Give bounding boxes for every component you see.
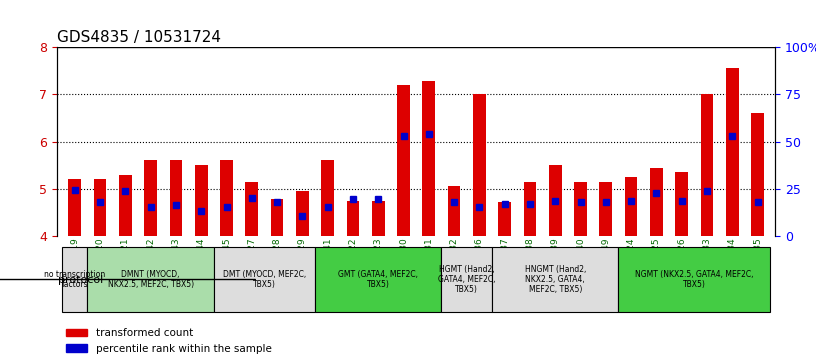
Bar bbox=[144, 160, 157, 236]
Bar bbox=[322, 160, 334, 236]
FancyBboxPatch shape bbox=[214, 247, 315, 312]
Bar bbox=[397, 85, 410, 236]
FancyBboxPatch shape bbox=[441, 247, 492, 312]
Bar bbox=[524, 182, 536, 236]
Bar bbox=[574, 182, 587, 236]
Bar bbox=[600, 182, 612, 236]
Bar bbox=[549, 165, 561, 236]
Bar bbox=[650, 167, 663, 236]
Bar bbox=[296, 191, 308, 236]
Bar bbox=[246, 182, 258, 236]
Bar bbox=[170, 160, 182, 236]
Bar bbox=[271, 199, 283, 236]
Bar bbox=[448, 187, 460, 236]
Text: HNGMT (Hand2,
NKX2.5, GATA4,
MEF2C, TBX5): HNGMT (Hand2, NKX2.5, GATA4, MEF2C, TBX5… bbox=[525, 265, 586, 294]
Bar bbox=[347, 200, 359, 236]
Text: DMNT (MYOCD,
NKX2.5, MEF2C, TBX5): DMNT (MYOCD, NKX2.5, MEF2C, TBX5) bbox=[108, 270, 193, 289]
Text: protocol: protocol bbox=[58, 274, 103, 285]
Bar bbox=[752, 113, 764, 236]
Text: NGMT (NKX2.5, GATA4, MEF2C,
TBX5): NGMT (NKX2.5, GATA4, MEF2C, TBX5) bbox=[635, 270, 753, 289]
FancyBboxPatch shape bbox=[619, 247, 770, 312]
Bar bbox=[119, 175, 131, 236]
Bar bbox=[372, 200, 384, 236]
Bar bbox=[676, 172, 688, 236]
Legend: transformed count, percentile rank within the sample: transformed count, percentile rank withi… bbox=[62, 324, 276, 358]
FancyBboxPatch shape bbox=[62, 247, 87, 312]
Bar bbox=[499, 202, 511, 236]
Bar bbox=[69, 179, 81, 236]
Text: no transcription
factors: no transcription factors bbox=[44, 270, 105, 289]
FancyBboxPatch shape bbox=[87, 247, 214, 312]
Text: DMT (MYOCD, MEF2C,
TBX5): DMT (MYOCD, MEF2C, TBX5) bbox=[223, 270, 306, 289]
Bar bbox=[220, 160, 233, 236]
Text: HGMT (Hand2,
GATA4, MEF2C,
TBX5): HGMT (Hand2, GATA4, MEF2C, TBX5) bbox=[438, 265, 495, 294]
Bar bbox=[94, 179, 106, 236]
Bar bbox=[195, 165, 207, 236]
Text: GMT (GATA4, MEF2C,
TBX5): GMT (GATA4, MEF2C, TBX5) bbox=[339, 270, 419, 289]
FancyBboxPatch shape bbox=[315, 247, 441, 312]
FancyBboxPatch shape bbox=[492, 247, 619, 312]
Bar bbox=[423, 81, 435, 236]
Bar bbox=[701, 94, 713, 236]
Bar bbox=[473, 94, 486, 236]
Text: GDS4835 / 10531724: GDS4835 / 10531724 bbox=[57, 30, 221, 45]
Bar bbox=[625, 177, 637, 236]
Bar bbox=[726, 68, 738, 236]
